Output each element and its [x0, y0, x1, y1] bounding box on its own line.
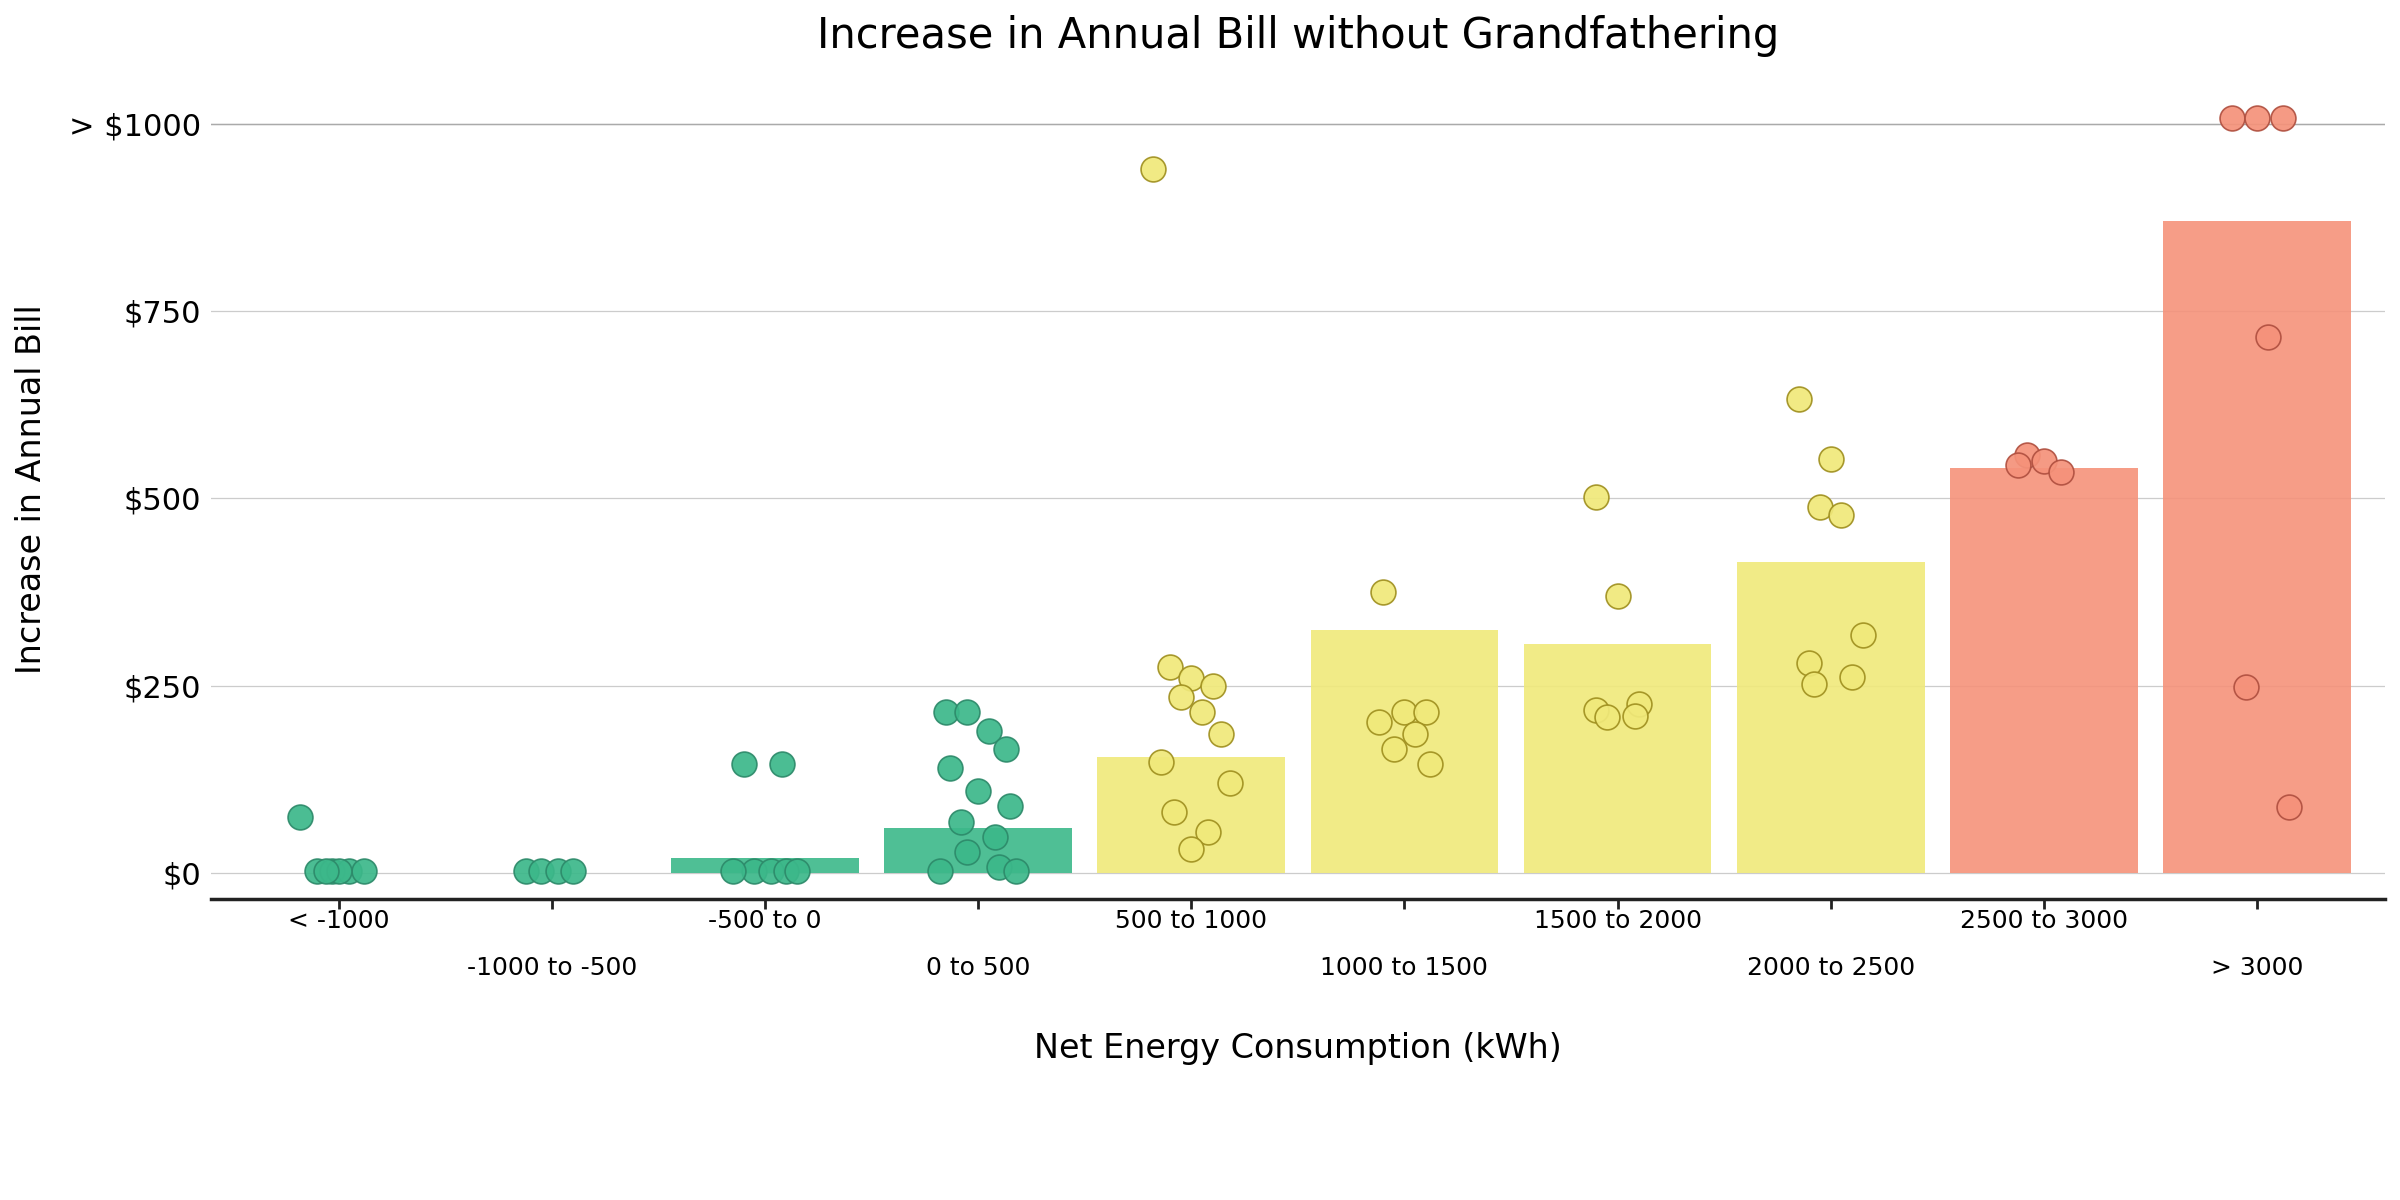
- Point: [713, 862, 751, 881]
- Point: [1142, 752, 1181, 772]
- Point: [307, 862, 346, 881]
- Point: [778, 862, 816, 881]
- Point: [1577, 487, 1615, 506]
- Bar: [672, 858, 859, 874]
- Point: [1171, 840, 1210, 859]
- Point: [1162, 688, 1200, 707]
- Point: [1210, 774, 1248, 793]
- Point: [986, 740, 1025, 760]
- Point: [960, 781, 998, 800]
- Text: > 3000: > 3000: [2210, 955, 2304, 979]
- Point: [1375, 740, 1414, 760]
- Text: 1000 to 1500: 1000 to 1500: [1320, 955, 1488, 979]
- Point: [2009, 445, 2047, 464]
- Point: [1385, 702, 1423, 721]
- Point: [2227, 678, 2266, 697]
- Point: [1193, 676, 1231, 695]
- Point: [1615, 706, 1654, 725]
- Point: [2042, 462, 2081, 481]
- Point: [506, 862, 545, 881]
- Point: [554, 862, 593, 881]
- Point: [346, 862, 384, 881]
- Point: [948, 842, 986, 862]
- Point: [331, 862, 370, 881]
- Point: [1790, 654, 1829, 673]
- Point: [922, 862, 960, 881]
- Point: [979, 858, 1018, 877]
- Text: 2000 to 2500: 2000 to 2500: [1747, 955, 1915, 979]
- Title: Increase in Annual Bill without Grandfathering: Increase in Annual Bill without Grandfat…: [816, 14, 1778, 56]
- Bar: [1951, 468, 2138, 874]
- Point: [521, 862, 559, 881]
- Point: [1589, 708, 1627, 727]
- Point: [1397, 725, 1435, 744]
- Point: [1822, 505, 1860, 524]
- Bar: [2162, 221, 2352, 874]
- Point: [1999, 455, 2038, 474]
- Point: [1133, 158, 1171, 178]
- Bar: [1738, 562, 1925, 874]
- Text: 1500 to 2000: 1500 to 2000: [1534, 910, 1702, 934]
- Point: [725, 755, 763, 774]
- Text: 2500 to 3000: 2500 to 3000: [1961, 910, 2129, 934]
- Point: [751, 862, 790, 881]
- Point: [763, 755, 802, 774]
- Point: [2213, 108, 2251, 127]
- Point: [2249, 328, 2287, 347]
- Point: [991, 796, 1030, 815]
- Point: [1171, 668, 1210, 688]
- Bar: [1097, 757, 1284, 874]
- Point: [1598, 586, 1637, 605]
- Point: [1411, 755, 1450, 774]
- Point: [931, 758, 970, 778]
- Point: [1188, 822, 1226, 841]
- Point: [1577, 700, 1615, 719]
- Point: [1800, 498, 1838, 517]
- Point: [1202, 725, 1241, 744]
- Point: [926, 702, 965, 721]
- Y-axis label: Increase in Annual Bill: Increase in Annual Bill: [14, 304, 48, 674]
- Point: [1812, 450, 1850, 469]
- Point: [948, 702, 986, 721]
- Text: 500 to 1000: 500 to 1000: [1116, 910, 1267, 934]
- Text: -500 to 0: -500 to 0: [708, 910, 821, 934]
- Bar: [883, 828, 1073, 874]
- Point: [977, 828, 1015, 847]
- Point: [1406, 702, 1445, 721]
- Point: [941, 812, 979, 832]
- Point: [970, 721, 1008, 740]
- Point: [2263, 108, 2302, 127]
- Point: [1620, 695, 1658, 714]
- Point: [319, 862, 358, 881]
- Text: 0 to 500: 0 to 500: [926, 955, 1030, 979]
- Point: [2026, 451, 2064, 470]
- Point: [1363, 582, 1402, 601]
- Point: [2270, 798, 2309, 817]
- Point: [1154, 802, 1193, 821]
- Point: [998, 862, 1037, 881]
- Point: [1795, 674, 1834, 694]
- Point: [1150, 658, 1188, 677]
- Point: [1834, 667, 1872, 686]
- Bar: [1310, 630, 1498, 874]
- Point: [298, 862, 336, 881]
- Text: -1000 to -500: -1000 to -500: [466, 955, 636, 979]
- Point: [1843, 625, 1882, 644]
- Point: [540, 862, 578, 881]
- Point: [281, 808, 319, 827]
- Bar: [1524, 644, 1711, 874]
- Point: [1778, 390, 1817, 409]
- Point: [312, 862, 350, 881]
- Point: [1361, 712, 1399, 731]
- Point: [734, 862, 773, 881]
- Point: [768, 862, 806, 881]
- Point: [1183, 702, 1222, 721]
- Text: < -1000: < -1000: [288, 910, 389, 934]
- Point: [2237, 108, 2275, 127]
- X-axis label: Net Energy Consumption (kWh): Net Energy Consumption (kWh): [1034, 1032, 1562, 1066]
